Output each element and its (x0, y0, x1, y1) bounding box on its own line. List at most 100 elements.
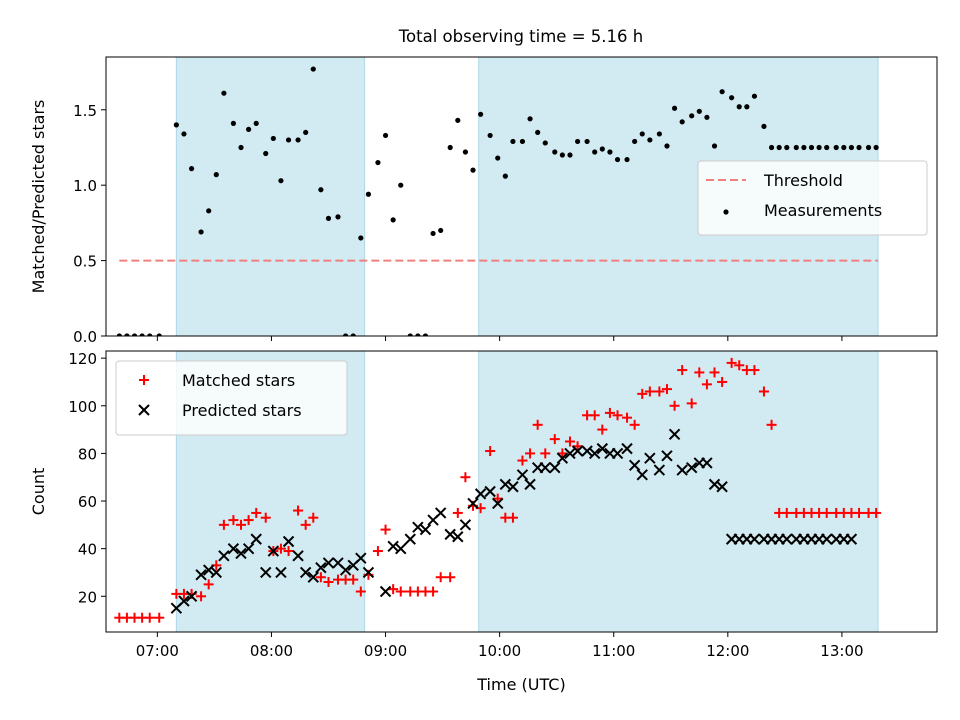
data-point (776, 144, 782, 151)
data-point (227, 542, 240, 555)
data-point (487, 132, 493, 139)
data-point (218, 519, 229, 530)
data-point (390, 217, 396, 223)
data-point (492, 493, 503, 504)
data-point (564, 447, 576, 460)
axes-frame (105, 56, 938, 337)
data-point (784, 144, 790, 151)
data-point (621, 442, 633, 455)
data-point (751, 93, 758, 99)
data-point (644, 452, 656, 464)
data-point (395, 586, 406, 597)
data-point (871, 507, 882, 518)
data-point (412, 521, 424, 533)
data-point (668, 428, 681, 441)
x-tick-label: 13:00 (820, 642, 863, 660)
data-point (749, 365, 760, 376)
data-point (358, 235, 364, 241)
data-point (519, 138, 526, 145)
data-point (430, 230, 436, 237)
data-point (542, 140, 548, 146)
data-point (467, 497, 479, 510)
data-point (221, 90, 227, 96)
data-point (375, 159, 381, 166)
data-point (701, 379, 712, 390)
data-point (300, 519, 311, 530)
data-point (308, 512, 319, 523)
data-point (614, 156, 621, 163)
data-point (404, 533, 416, 545)
data-point (116, 333, 122, 336)
data-point (559, 152, 565, 158)
data-point (654, 386, 665, 397)
data-point (460, 472, 471, 483)
data-point (729, 95, 735, 101)
data-point (516, 469, 529, 481)
data-point (246, 126, 252, 132)
data-point (744, 104, 750, 110)
data-point (758, 386, 769, 397)
data-point (267, 545, 280, 557)
data-point (144, 612, 155, 623)
data-point (382, 132, 389, 139)
data-point (574, 138, 581, 145)
data-point (556, 452, 569, 464)
data-point (218, 550, 230, 562)
x-tick-label: 11:00 (592, 642, 635, 660)
data-point (821, 507, 832, 518)
data-point (532, 419, 543, 430)
data-point (228, 515, 239, 526)
data-point (335, 214, 341, 220)
data-point (339, 564, 352, 576)
data-point (181, 131, 187, 137)
data-point (841, 144, 847, 151)
data-point (323, 576, 334, 587)
data-point (318, 187, 324, 193)
data-point (295, 137, 301, 143)
shaded-observing-window (478, 351, 879, 632)
legend: Matched stars Predicted stars (115, 360, 348, 436)
data-point (719, 89, 725, 95)
shaded-observing-window (175, 57, 366, 336)
data-point (717, 376, 728, 387)
data-point (372, 546, 383, 557)
data-point (303, 129, 309, 136)
data-point (581, 445, 593, 457)
data-point (781, 533, 793, 545)
legend-box (697, 160, 928, 236)
data-point (322, 557, 335, 569)
data-point (611, 447, 624, 460)
data-point (388, 584, 399, 595)
data-point (444, 528, 456, 541)
data-point (452, 531, 464, 543)
data-point (592, 149, 598, 155)
data-point (644, 386, 655, 397)
data-point (315, 572, 326, 583)
data-point (275, 543, 286, 554)
y-tick-label: 80 (78, 445, 97, 463)
data-point (260, 512, 271, 523)
data-point (597, 424, 608, 435)
data-point (596, 442, 609, 455)
data-point (612, 410, 623, 421)
data-point (395, 542, 407, 555)
data-point (445, 572, 456, 583)
data-point (131, 333, 138, 336)
data-point (716, 481, 728, 493)
x-axis-label: Time (UTC) (476, 675, 565, 694)
data-point (677, 365, 688, 376)
data-point (310, 66, 316, 72)
data-point (689, 113, 695, 119)
data-point (607, 149, 613, 155)
data-point (474, 488, 487, 500)
data-point (196, 591, 207, 602)
data-point (793, 144, 799, 151)
data-point (253, 120, 259, 126)
data-point (510, 138, 516, 145)
data-point (250, 533, 262, 545)
data-point (549, 461, 561, 474)
y-tick-label: 1.0 (73, 177, 97, 195)
data-point (202, 564, 215, 576)
legend-marker (138, 404, 150, 416)
data-point (636, 469, 648, 481)
